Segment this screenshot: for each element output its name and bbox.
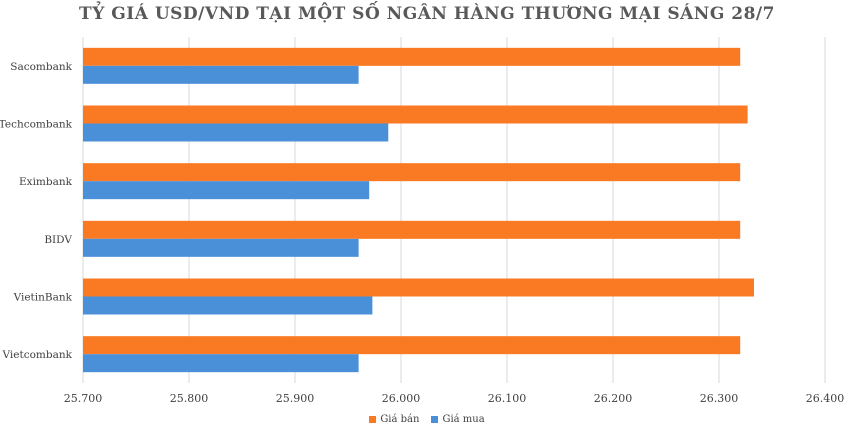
x-tick-label-4: 26.100 — [488, 392, 527, 405]
legend-item-buy: Giá mua — [431, 414, 485, 425]
x-tick-label-1: 25.800 — [170, 392, 209, 405]
bar-techcombank-buy — [83, 123, 389, 142]
chart-title: TỶ GIÁ USD/VND TẠI MỘT SỐ NGÂN HÀNG THƯƠ… — [79, 4, 775, 24]
category-label-sacombank: Sacombank — [10, 61, 72, 73]
category-label-bidv: BIDV — [44, 234, 72, 246]
x-axis-ticks: 25.700 25.800 25.900 26.000 26.100 26.200 26.3… — [64, 392, 845, 405]
x-tick-label-0: 25.700 — [64, 392, 103, 405]
x-tick-label-2: 25.900 — [276, 392, 315, 405]
x-tick-label-3: 26.000 — [382, 392, 421, 405]
category-labels: Sacombank Techcombank Eximbank BIDV VietinBa… — [0, 61, 73, 361]
category-label-vietinbank: VietinBank — [13, 292, 73, 304]
bar-vietcombank-sell — [83, 336, 741, 355]
bar-sacombank-sell — [83, 47, 741, 66]
gridlines — [82, 37, 826, 383]
category-label-eximbank: Eximbank — [19, 176, 73, 188]
bar-bidv-buy — [83, 238, 359, 257]
legend-swatch-buy — [431, 416, 439, 423]
bar-eximbank-sell — [83, 163, 741, 182]
x-tick-label-5: 26.200 — [594, 392, 633, 405]
legend-label-buy: Giá mua — [442, 414, 485, 425]
category-label-techcombank: Techcombank — [0, 119, 73, 131]
bar-bidv-sell — [83, 220, 741, 239]
bar-sacombank-buy — [83, 65, 359, 84]
bar-vietinbank-buy — [83, 296, 373, 315]
x-tick-label-7: 26.400 — [806, 392, 845, 405]
bar-eximbank-buy — [83, 181, 370, 200]
bar-vietcombank-buy — [83, 354, 359, 373]
legend-swatch-sell — [369, 416, 377, 423]
legend-label-sell: Giá bán — [380, 414, 420, 425]
bar-vietinbank-sell — [83, 278, 754, 297]
legend-item-sell: Giá bán — [369, 414, 419, 425]
bars — [83, 47, 754, 373]
x-tick-label-6: 26.300 — [700, 392, 739, 405]
bar-techcombank-sell — [83, 105, 748, 124]
category-label-vietcombank: Vietcombank — [2, 349, 73, 361]
legend: Giá bán Giá mua — [0, 414, 854, 425]
